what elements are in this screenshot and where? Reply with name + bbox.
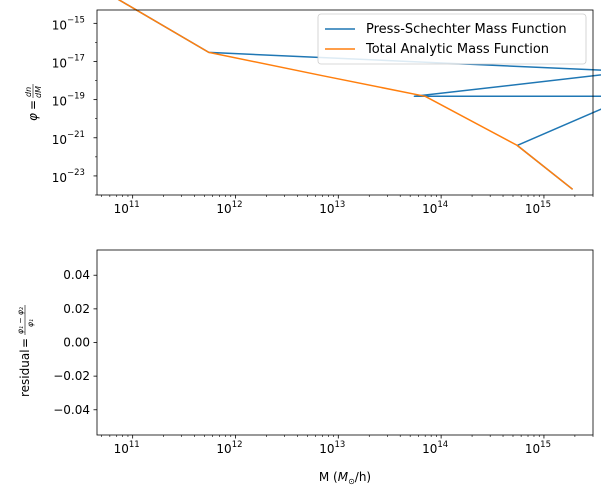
y-tick-label: 10 <box>52 56 67 70</box>
svg-text:φ₁ − φ₂: φ₁ − φ₂ <box>16 307 25 334</box>
legend-entry-total-analytic: Total Analytic Mass Function <box>325 42 549 57</box>
y-tick-exponent: −19 <box>67 92 85 102</box>
svg-text:=: = <box>26 100 40 110</box>
svg-text:φ₁: φ₁ <box>26 319 35 327</box>
y-tick-label: 10 <box>52 95 67 109</box>
y-tick-label: 0.00 <box>63 336 90 350</box>
mass-function-axes-frame <box>96 9 594 196</box>
y-tick-exponent: −17 <box>67 53 85 63</box>
residual-x-axis-label: M (M⊙/h) <box>319 470 371 486</box>
y-tick-exponent: −23 <box>67 168 85 178</box>
y-tick-exponent: −21 <box>67 130 85 140</box>
residual-y-ticks: 0.04 0.02 0.00 −0.02 −0.04 <box>53 268 97 417</box>
mass-function-plot-area <box>117 0 601 190</box>
svg-text:dn: dn <box>24 87 33 97</box>
mass-function-y-axis-label: φ = dn dM <box>24 84 43 121</box>
svg-text:dM: dM <box>34 86 43 98</box>
legend-entry-press-schechter: Press-Schechter Mass Function <box>325 22 567 37</box>
y-tick-label: 10 <box>52 133 67 147</box>
svg-text:residual: residual <box>18 349 32 397</box>
svg-text:=: = <box>18 338 32 348</box>
residual-y-axis-label: residual = φ₁ − φ₂ φ₁ <box>16 305 35 397</box>
y-tick-exponent: −15 <box>67 15 85 25</box>
legend-label-total-analytic: Total Analytic Mass Function <box>365 42 549 57</box>
y-tick-label: −0.04 <box>53 403 90 417</box>
y-tick-label: 10 <box>52 18 67 32</box>
svg-text:M (M⊙/h): M (M⊙/h) <box>319 470 371 486</box>
y-tick-label: 0.02 <box>63 302 90 316</box>
legend-label-press-schechter: Press-Schechter Mass Function <box>366 22 567 37</box>
svg-text:φ: φ <box>26 113 40 121</box>
y-tick-label: 0.04 <box>63 268 90 282</box>
y-tick-label: 10 <box>52 171 67 185</box>
y-tick-label: −0.02 <box>53 369 90 383</box>
series-line-1 <box>117 0 574 190</box>
mass-function-legend: Press-Schechter Mass Function Total Anal… <box>317 13 587 65</box>
